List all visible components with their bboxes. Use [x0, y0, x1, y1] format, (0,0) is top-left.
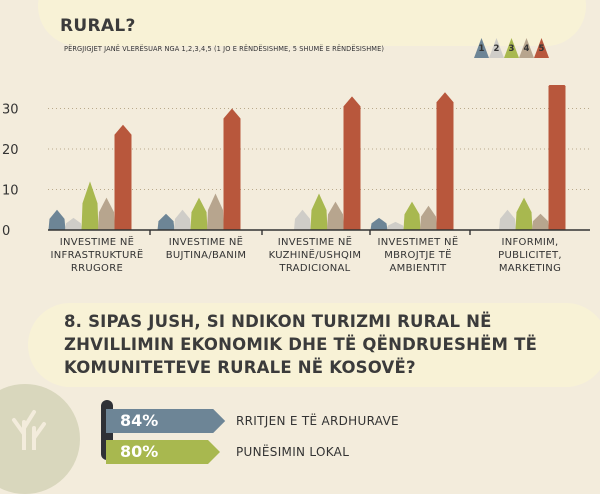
bar-series3-cat5 — [515, 197, 533, 230]
bar-series3-cat4 — [403, 201, 421, 230]
bar-series2-cat4 — [387, 221, 404, 230]
bar-series4-cat4 — [420, 205, 437, 230]
category-label-4-line-3: AMBIENTIT — [389, 263, 447, 274]
legend-swatch-1 — [474, 38, 489, 58]
category-label-2-line-1: INVESTIME NË — [168, 237, 244, 248]
legend-swatch-3 — [504, 38, 519, 58]
bar-series2-cat2 — [174, 209, 191, 230]
category-label-3-line-1: INVESTIME NË — [277, 237, 353, 248]
previous-question-bubble — [38, 0, 586, 46]
impact-bar-shape-1 — [106, 409, 226, 433]
legend-swatch-5 — [534, 38, 549, 58]
category-label-3-line-2: KUZHINË/USHQIM — [268, 250, 362, 261]
bar-series4-cat2 — [207, 193, 224, 230]
bar-series5-cat5 — [548, 85, 566, 230]
category-label-2: INVESTIME NË BUJTINA/BANIM — [150, 236, 262, 262]
legend-label-1: 1 — [478, 44, 485, 54]
bar-series4-cat5 — [532, 213, 549, 230]
category-label-1-line-2: INFRASTRUKTURË — [50, 250, 144, 261]
y-tick-label-30: 30 — [2, 103, 19, 118]
y-tick-label-20: 20 — [2, 143, 19, 158]
bar-series3-cat1 — [81, 181, 99, 230]
category-label-4: INVESTIMET NË MBROJTJE TË AMBIENTIT — [362, 236, 474, 275]
legend-swatch-4 — [519, 38, 534, 58]
y-tick-label-0: 0 — [2, 224, 10, 235]
y-tick-label-10: 10 — [2, 184, 19, 199]
category-label-4-line-2: MBROJTJE TË — [384, 250, 452, 261]
question8-bubble — [28, 303, 600, 387]
category-label-1: INVESTIME NË INFRASTRUKTURË RRUGORE — [41, 236, 153, 275]
bar-series1-cat1 — [48, 209, 66, 230]
impact-percent-2: 80% — [120, 442, 159, 461]
legend-label-2: 2 — [493, 44, 500, 54]
bar-series5-cat1 — [114, 124, 132, 230]
category-label-2-line-2: BUJTINA/BANIM — [165, 250, 247, 261]
bar-series4-cat3 — [327, 201, 344, 230]
bar-series1-cat4 — [370, 217, 388, 230]
bar-series3-cat3 — [310, 193, 328, 230]
previous-question-title-visible: RURAL? — [60, 16, 136, 36]
bar-series5-cat2 — [223, 108, 241, 230]
bar-series1-cat2 — [157, 213, 175, 230]
legend-swatch-2 — [489, 38, 504, 58]
legend-label-4: 4 — [523, 44, 530, 54]
bar-series2-cat5 — [499, 209, 516, 230]
legend-label-3: 3 — [508, 44, 515, 54]
category-label-1-line-3: RRUGORE — [70, 263, 124, 274]
impact-label-2: PUNËSIMIN LOKAL — [236, 445, 350, 459]
bar-series5-cat3 — [343, 96, 361, 230]
question8-title: 8. SIPAS JUSH, SI NDIKON TURIZMI RURAL N… — [64, 312, 538, 377]
legend-label-5: 5 — [538, 44, 545, 54]
legend-item-1: 1 — [474, 36, 489, 58]
bar-series2-cat1 — [65, 217, 82, 230]
bar-series2-cat3 — [294, 209, 311, 230]
bar-series4-cat1 — [98, 197, 115, 230]
category-label-5-line-2: PUBLICITET, — [498, 250, 562, 261]
leaf-icon — [12, 410, 46, 450]
scale-note: PËRGJIGJET JANË VLERËSUAR NGA 1,2,3,4,5 … — [64, 45, 385, 53]
impact-label-1: RRITJEN E TË ARDHURAVE — [236, 414, 399, 428]
category-label-1-line-1: INVESTIME NË — [59, 237, 135, 248]
category-label-3-line-3: TRADICIONAL — [279, 263, 351, 274]
previous-question-title: RURAL? — [60, 0, 136, 40]
previous-question-cut-line — [60, 0, 136, 13]
legend-item-3: 3 — [504, 36, 519, 58]
bar-series5-cat4 — [436, 92, 454, 230]
legend-item-2: 2 — [489, 36, 504, 58]
legend-item-5: 5 — [534, 36, 549, 58]
bar-chart: 0 10 20 30 — [2, 85, 590, 235]
bar-series3-cat2 — [190, 197, 208, 230]
category-label-5-line-1: INFORMIM, — [501, 237, 559, 248]
category-label-5-line-3: MARKETING — [498, 263, 562, 274]
category-label-5: INFORMIM, PUBLICITET, MARKETING — [474, 236, 586, 275]
category-label-3: INVESTIME NË KUZHINË/USHQIM TRADICIONAL — [259, 236, 371, 275]
legend-item-4: 4 — [519, 36, 534, 58]
impact-percent-1: 84% — [120, 411, 159, 430]
category-label-4-line-1: INVESTIMET NË — [377, 237, 459, 248]
